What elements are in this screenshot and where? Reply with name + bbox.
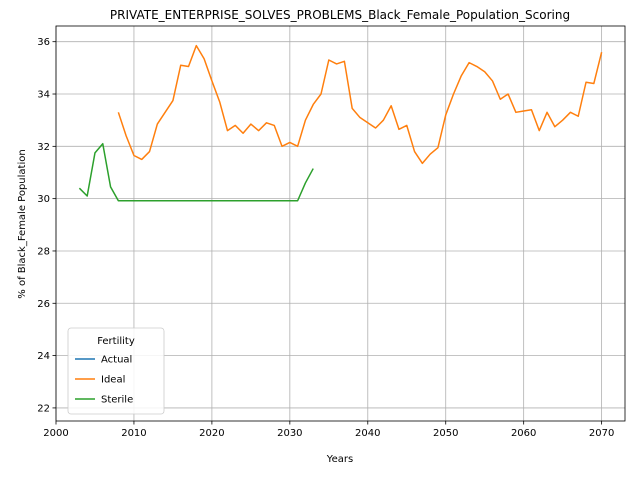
x-tick-label: 2040: [355, 428, 380, 439]
x-axis-label: Years: [326, 454, 353, 465]
y-tick-label: 22: [37, 403, 50, 414]
y-tick-label: 28: [37, 246, 50, 257]
y-tick-label: 36: [37, 37, 50, 48]
y-tick-label: 24: [37, 351, 50, 362]
y-tick-label: 30: [37, 194, 50, 205]
y-tick-label: 34: [37, 90, 50, 101]
grid: [55, 26, 625, 421]
legend-title: Fertility: [97, 336, 135, 347]
x-axis-ticks: 2000 2010 2020 2030 2040 2050 2060 2070: [43, 421, 614, 439]
series-line-sterile: [78, 142, 314, 202]
legend-entries: Actual Ideal Sterile: [75, 355, 133, 406]
x-tick-label: 2050: [433, 428, 458, 439]
y-tick-label: 32: [37, 142, 50, 153]
legend-box: [67, 327, 165, 415]
x-tick-label: 2000: [43, 428, 68, 439]
legend-label-ideal: Ideal: [101, 375, 125, 386]
x-tick-label: 2070: [589, 428, 614, 439]
plot-frame: [55, 25, 626, 422]
series-line-ideal: [117, 44, 603, 165]
x-tick-label: 2060: [511, 428, 536, 439]
x-tick-label: 2030: [277, 428, 302, 439]
y-axis-ticks: 22 24 26 28 30 32 34 36: [37, 37, 56, 414]
y-tick-label: 26: [37, 299, 50, 310]
legend-label-sterile: Sterile: [101, 395, 133, 406]
legend-label-actual: Actual: [101, 355, 132, 366]
legend: Fertility Actual Ideal Sterile: [67, 327, 165, 415]
chart-title: PRIVATE_ENTERPRISE_SOLVES_PROBLEMS_Black…: [110, 8, 570, 22]
x-tick-label: 2010: [121, 428, 146, 439]
x-tick-label: 2020: [199, 428, 224, 439]
series-lines: [78, 44, 603, 202]
y-axis-label: % of Black_Female Population: [17, 149, 28, 298]
